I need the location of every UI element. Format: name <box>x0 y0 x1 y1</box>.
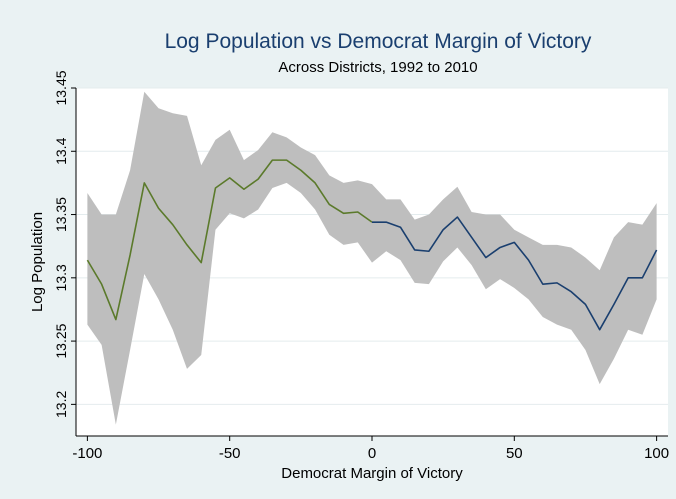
y-tick-label: 13.3 <box>53 264 69 291</box>
x-tick-label: -50 <box>219 445 241 462</box>
y-tick-label: 13.45 <box>53 70 69 105</box>
y-axis-label: Log Population <box>29 212 46 312</box>
chart-title: Log Population vs Democrat Margin of Vic… <box>165 30 592 53</box>
x-tick-label: 100 <box>644 445 669 462</box>
x-tick-label: -100 <box>72 445 102 462</box>
series-line <box>372 216 658 331</box>
x-tick-label: 50 <box>506 445 523 462</box>
confidence-band <box>87 91 657 425</box>
y-tick-label: 13.2 <box>53 391 69 418</box>
series-line <box>86 159 373 321</box>
x-tick-label: 0 <box>368 445 376 462</box>
y-tick-label: 13.4 <box>53 137 69 164</box>
y-tick-label: 13.35 <box>53 197 69 232</box>
y-tick-label: 13.25 <box>53 323 69 358</box>
x-axis-label: Democrat Margin of Victory <box>281 465 463 482</box>
chart-subtitle: Across Districts, 1992 to 2010 <box>278 59 477 76</box>
